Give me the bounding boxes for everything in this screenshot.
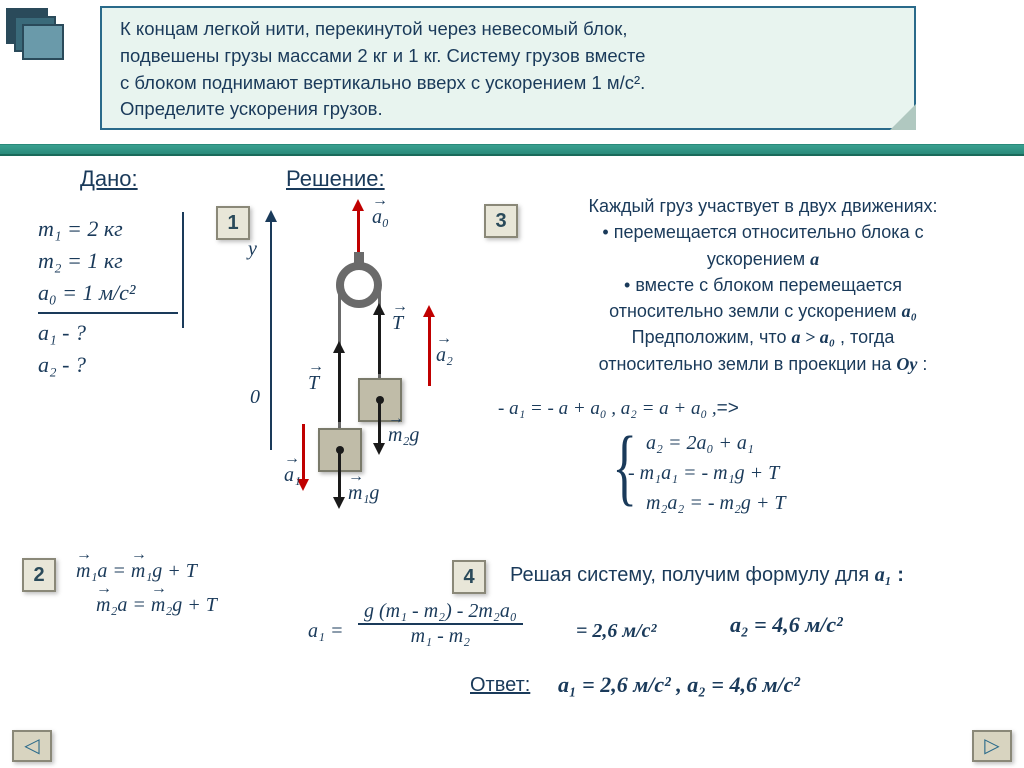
problem-line: К концам легкой нити, перекинутой через … xyxy=(120,16,896,43)
given-q1: a₁ - ? xyxy=(38,320,198,346)
problem-statement: К концам легкой нити, перекинутой через … xyxy=(100,6,916,130)
answer-label: Ответ: xyxy=(470,674,530,697)
divider-band xyxy=(0,144,1024,156)
given-bar xyxy=(182,212,184,328)
step3-proj-colon: : xyxy=(917,354,927,374)
answer-text: a₁ = 2,6 м/с² , a₂ = 4,6 м/с² xyxy=(558,672,800,698)
zero-label: 0 xyxy=(250,386,260,409)
step3-b1b: ускорением xyxy=(707,249,810,269)
a0-vec-label: a₀ xyxy=(372,206,389,229)
a1-value: = 2,6 м/с² xyxy=(576,620,657,643)
a2-value: a₂ = 4,6 м/с² xyxy=(730,612,843,638)
sys-eq3: m₂a₂ = - m₂g + T xyxy=(646,492,786,515)
given-q2: a₂ - ? xyxy=(38,352,198,378)
problem-line: подвешены грузы массами 2 кг и 1 кг. Сис… xyxy=(120,43,896,70)
sys-eq2: - m₁a₁ = - m₁g + T xyxy=(628,462,779,485)
step3-b1a: перемещается относительно блока с xyxy=(614,222,924,242)
given-m1: m₁ = 2 кг xyxy=(38,216,198,242)
a1-vec-label: a₁ xyxy=(284,464,301,487)
step4-intro: Решая систему, получим формулу для a₁ : xyxy=(510,564,904,587)
step3-assume-a: Предположим, что xyxy=(632,327,792,347)
page-fold-icon xyxy=(890,104,916,130)
sys-eq1: a₂ = 2a₀ + a₁ xyxy=(646,432,754,455)
step-2-box: 2 xyxy=(22,558,56,592)
step-4-box: 4 xyxy=(452,560,486,594)
solution-header: Решение: xyxy=(286,166,385,192)
step3-assume-b: a > a₀ xyxy=(791,327,835,347)
step3-b1c: a xyxy=(810,249,819,269)
step3-proj-axis: Оу xyxy=(896,354,917,374)
step2-eq1: m₁a = m₁g + T xyxy=(76,560,197,583)
problem-line: с блоком поднимают вертикально вверх с у… xyxy=(120,70,896,97)
step3-proj: относительно земли в проекции на xyxy=(599,354,897,374)
given-block: m₁ = 2 кг m₂ = 1 кг a₀ = 1 м/с² a₁ - ? a… xyxy=(38,210,198,384)
pulley-diagram: у 0 a₀ T T a₂ m₂g m₁g a₁ xyxy=(232,196,462,486)
m1g-label: m₁g xyxy=(348,482,379,505)
step-3-box: 3 xyxy=(484,204,518,238)
step3-b2b: относительно земли с ускорением xyxy=(609,301,901,321)
step3-b2a: вместе с блоком перемещается xyxy=(635,275,902,295)
a1-label: a₁ = xyxy=(308,620,343,643)
given-m2: m₂ = 1 кг xyxy=(38,248,198,274)
a1-fraction: g (m₁ - m₂) - 2m₂a₀ m₁ - m₂ xyxy=(358,600,523,648)
prev-button[interactable]: ◁ xyxy=(12,730,52,762)
step3-assume-c: , тогда xyxy=(835,327,894,347)
step3-b2c: a₀ xyxy=(902,301,917,321)
step3-text: Каждый груз участвует в двух движениях: … xyxy=(516,192,1010,378)
T-right-label: T xyxy=(392,312,403,335)
step3-title: Каждый груз участвует в двух движениях: xyxy=(516,194,1010,218)
next-button[interactable]: ▷ xyxy=(972,730,1012,762)
problem-line: Определите ускорения грузов. xyxy=(120,96,896,123)
step2-eq2: m₂a = m₂g + T xyxy=(96,594,217,617)
a2-vec-label: a₂ xyxy=(436,344,453,367)
y-axis-label: у xyxy=(248,238,257,261)
given-a0: a₀ = 1 м/с² xyxy=(38,280,198,306)
notes-icon xyxy=(6,8,66,68)
T-left-label: T xyxy=(308,372,319,395)
given-separator xyxy=(38,312,178,314)
given-header: Дано: xyxy=(80,166,138,192)
m2g-label: m₂g xyxy=(388,424,419,447)
